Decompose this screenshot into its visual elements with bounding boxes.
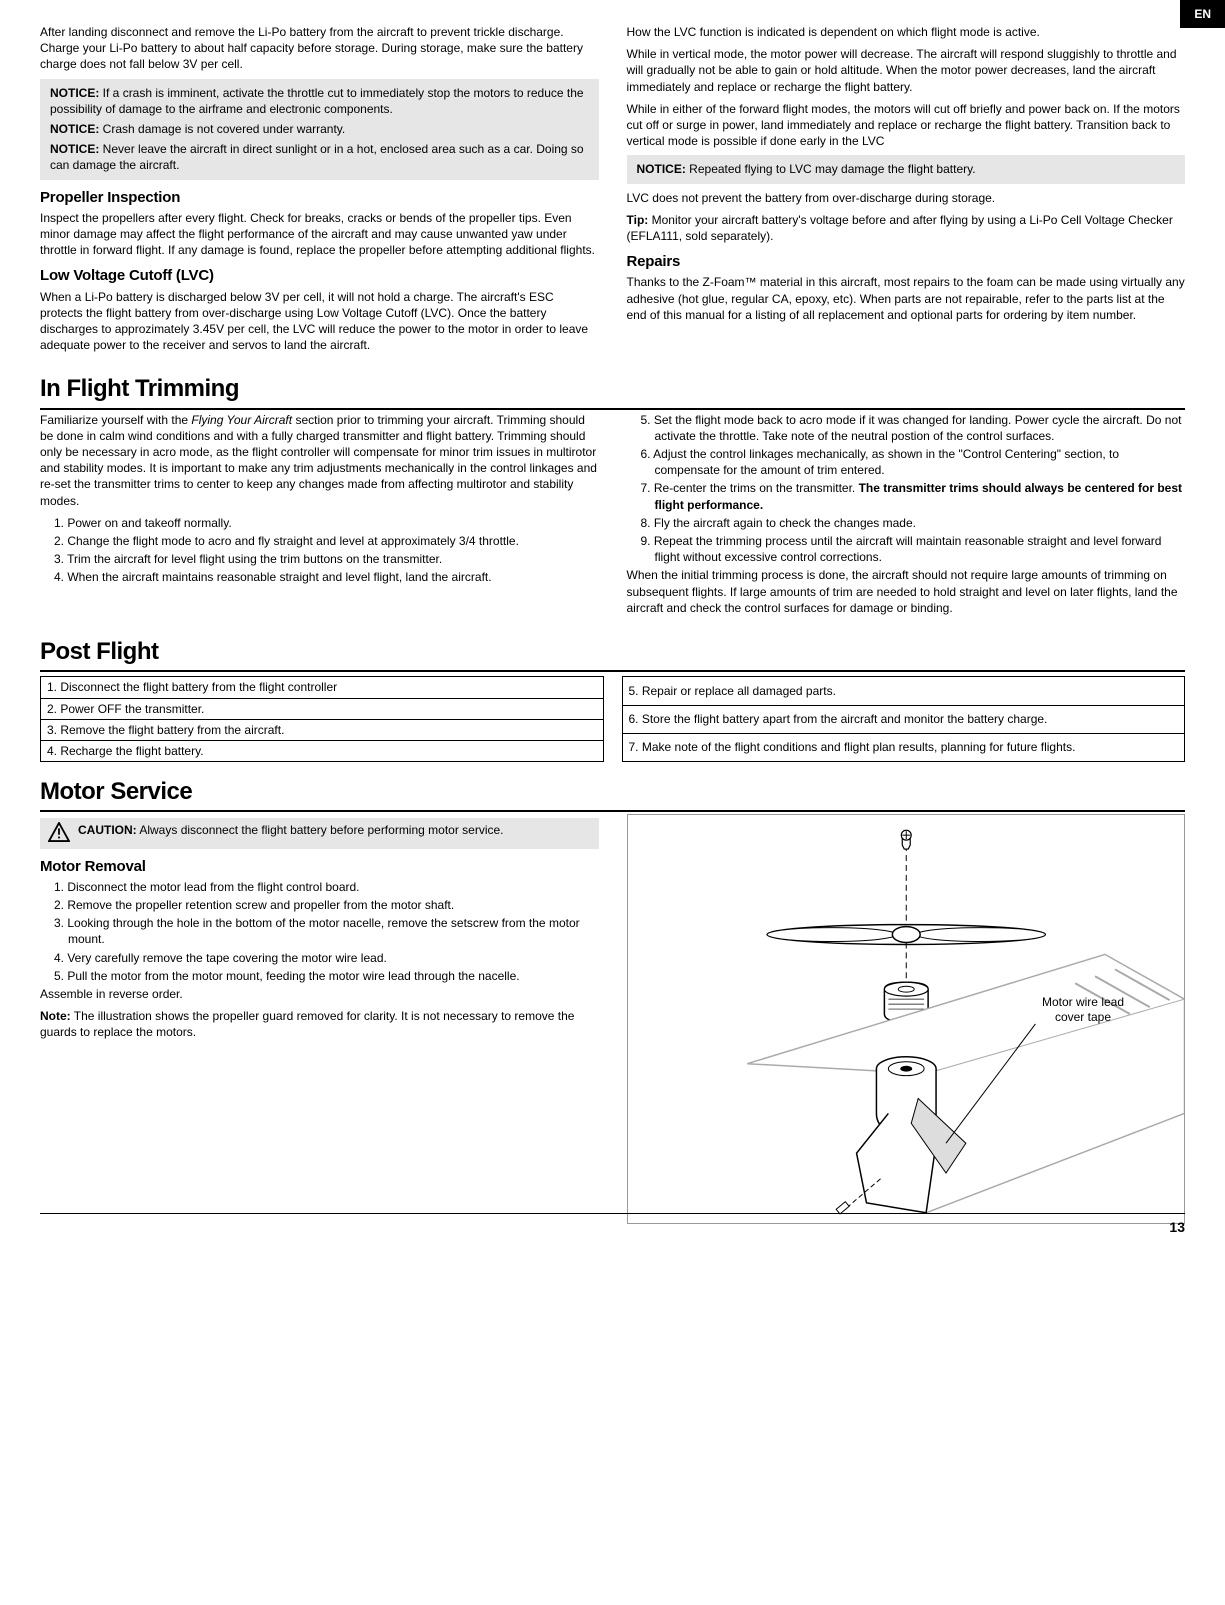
- notice-lvc: NOTICE: Repeated flying to LVC may damag…: [637, 161, 1176, 177]
- trim-right-col: 5. Set the flight mode back to acro mode…: [627, 412, 1186, 622]
- motor-diagram: Motor wire lead cover tape: [627, 814, 1186, 1224]
- table-row: 6. Store the flight battery apart from t…: [622, 705, 1185, 733]
- notice-block: NOTICE: Repeated flying to LVC may damag…: [627, 155, 1186, 183]
- label-line2: cover tape: [1055, 1010, 1111, 1024]
- notice-text: If a crash is imminent, activate the thr…: [50, 86, 584, 116]
- motor-right-col: Motor wire lead cover tape: [627, 814, 1186, 1224]
- list-item: 1. Power on and takeoff normally.: [54, 515, 599, 531]
- table-row: 1. Disconnect the flight battery from th…: [41, 677, 604, 698]
- notice-3: NOTICE: Never leave the aircraft in dire…: [50, 141, 589, 173]
- trim-steps-1-4: 1. Power on and takeoff normally. 2. Cha…: [40, 515, 599, 586]
- motor-removal-heading: Motor Removal: [40, 857, 599, 877]
- list-item: 1. Disconnect the motor lead from the fl…: [54, 879, 599, 895]
- notice-text: Crash damage is not covered under warran…: [99, 122, 345, 136]
- trim-left-col: Familiarize yourself with the Flying You…: [40, 412, 599, 622]
- list-item: 4. Very carefully remove the tape coveri…: [54, 950, 599, 966]
- label-line1: Motor wire lead: [1042, 995, 1124, 1009]
- language-tab: EN: [1180, 0, 1225, 28]
- intro-para: After landing disconnect and remove the …: [40, 24, 599, 73]
- note-label: Note:: [40, 1009, 71, 1023]
- list-item: 5. Set the flight mode back to acro mode…: [641, 412, 1186, 444]
- table-row: 4. Recharge the flight battery.: [41, 740, 604, 761]
- table-row: 5. Repair or replace all damaged parts.: [622, 677, 1185, 705]
- propeller-heading: Propeller Inspection: [40, 188, 599, 208]
- warning-icon: [48, 822, 70, 842]
- notice-text: Never leave the aircraft in direct sunli…: [50, 142, 584, 172]
- lvc-heading: Low Voltage Cutoff (LVC): [40, 266, 599, 286]
- assemble-note: Assemble in reverse order.: [40, 986, 599, 1002]
- caution-label: CAUTION:: [78, 823, 137, 837]
- motor-left-col: CAUTION: Always disconnect the flight ba…: [40, 814, 599, 1224]
- motorservice-heading: Motor Service: [40, 776, 1185, 812]
- list-item: 6. Adjust the control linkages mechanica…: [641, 446, 1186, 478]
- top-right-col: How the LVC function is indicated is dep…: [627, 24, 1186, 359]
- lvc-mode-para: How the LVC function is indicated is dep…: [627, 24, 1186, 40]
- tip-label: Tip:: [627, 213, 649, 227]
- trimming-section: Familiarize yourself with the Flying You…: [40, 412, 1185, 622]
- postflight-right-table: 5. Repair or replace all damaged parts. …: [622, 676, 1186, 762]
- tip-text: Monitor your aircraft battery's voltage …: [627, 213, 1173, 243]
- page-number: 13: [40, 1213, 1185, 1237]
- trimming-heading: In Flight Trimming: [40, 373, 1185, 409]
- table-row: 3. Remove the flight battery from the ai…: [41, 719, 604, 740]
- trim-steps-5-9: 5. Set the flight mode back to acro mode…: [627, 412, 1186, 566]
- top-left-col: After landing disconnect and remove the …: [40, 24, 599, 359]
- notice-label: NOTICE:: [50, 122, 99, 136]
- list-item: 2. Change the flight mode to acro and fl…: [54, 533, 599, 549]
- list-item: 7. Re-center the trims on the transmitte…: [641, 480, 1186, 512]
- caution-block: CAUTION: Always disconnect the flight ba…: [40, 818, 599, 848]
- text: The illustration shows the propeller gua…: [40, 1009, 574, 1039]
- italic-ref: Flying Your Aircraft: [191, 413, 292, 427]
- notice-2: NOTICE: Crash damage is not covered unde…: [50, 121, 589, 137]
- text: Always disconnect the flight battery bef…: [137, 823, 504, 837]
- list-item: 2. Remove the propeller retention screw …: [54, 897, 599, 913]
- table-row: 7. Make note of the flight conditions an…: [622, 733, 1185, 761]
- notice-1: NOTICE: If a crash is imminent, activate…: [50, 85, 589, 117]
- list-item: 5. Pull the motor from the motor mount, …: [54, 968, 599, 984]
- postflight-tables: 1. Disconnect the flight battery from th…: [40, 676, 1185, 762]
- list-item: 4. When the aircraft maintains reasonabl…: [54, 569, 599, 585]
- table-row: 2. Power OFF the transmitter.: [41, 698, 604, 719]
- notice-text: Repeated flying to LVC may damage the fl…: [686, 162, 976, 176]
- notice-block: NOTICE: If a crash is imminent, activate…: [40, 79, 599, 180]
- top-section: After landing disconnect and remove the …: [40, 24, 1185, 359]
- trim-intro: Familiarize yourself with the Flying You…: [40, 412, 599, 509]
- diagram-label: Motor wire lead cover tape: [1042, 995, 1124, 1024]
- notice-label: NOTICE:: [637, 162, 686, 176]
- text: Familiarize yourself with the: [40, 413, 191, 427]
- postflight-heading: Post Flight: [40, 636, 1185, 672]
- list-item: 8. Fly the aircraft again to check the c…: [641, 515, 1186, 531]
- propeller-para: Inspect the propellers after every fligh…: [40, 210, 599, 259]
- motor-section: CAUTION: Always disconnect the flight ba…: [40, 814, 1185, 1224]
- motor-removal-steps: 1. Disconnect the motor lead from the fl…: [40, 879, 599, 984]
- list-item: 3. Looking through the hole in the botto…: [54, 915, 599, 947]
- postflight-left-table: 1. Disconnect the flight battery from th…: [40, 676, 604, 762]
- repairs-heading: Repairs: [627, 252, 1186, 272]
- notice-label: NOTICE:: [50, 86, 99, 100]
- lvc-para: When a Li-Po battery is discharged below…: [40, 289, 599, 354]
- caution-text: CAUTION: Always disconnect the flight ba…: [78, 822, 504, 838]
- notice-label: NOTICE:: [50, 142, 99, 156]
- vertical-mode-para: While in vertical mode, the motor power …: [627, 46, 1186, 95]
- forward-mode-para: While in either of the forward flight mo…: [627, 101, 1186, 150]
- trim-outro: When the initial trimming process is don…: [627, 567, 1186, 616]
- text: 7. Re-center the trims on the transmitte…: [641, 481, 859, 495]
- list-item: 9. Repeat the trimming process until the…: [641, 533, 1186, 565]
- list-item: 3. Trim the aircraft for level flight us…: [54, 551, 599, 567]
- repairs-para: Thanks to the Z-Foam™ material in this a…: [627, 274, 1186, 323]
- illustration-note: Note: The illustration shows the propell…: [40, 1008, 599, 1040]
- tip-para: Tip: Monitor your aircraft battery's vol…: [627, 212, 1186, 244]
- lvc-storage-para: LVC does not prevent the battery from ov…: [627, 190, 1186, 206]
